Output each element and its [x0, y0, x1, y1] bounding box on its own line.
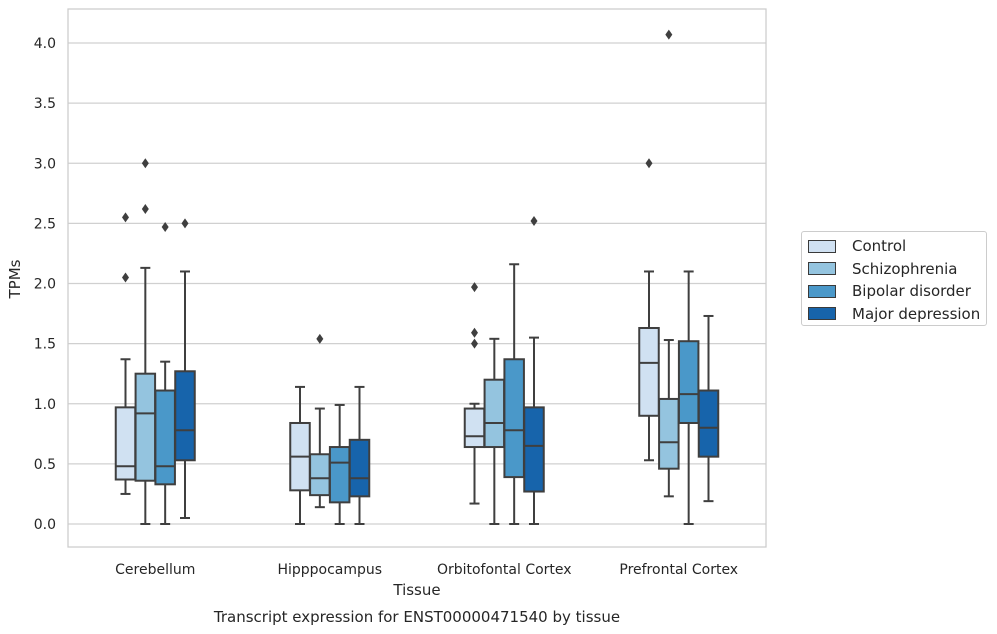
- chart-title: Transcript expression for ENST0000047154…: [213, 608, 620, 626]
- outlier-point: [530, 215, 538, 226]
- y-tick-label: 3.5: [34, 96, 56, 112]
- legend-swatch: [808, 262, 836, 276]
- legend-item: Control: [808, 235, 986, 258]
- y-tick-label: 0.0: [34, 517, 56, 533]
- outlier-point: [471, 327, 478, 338]
- y-axis-label: TPMs: [6, 259, 24, 299]
- x-axis-label: Tissue: [392, 581, 440, 599]
- legend-label: Control: [852, 237, 907, 256]
- legend-label: Major depression: [852, 304, 981, 323]
- box-iqr: [174, 370, 196, 462]
- box-iqr: [114, 406, 137, 481]
- box-bipolar-disorder: [328, 403, 351, 525]
- box-series: [114, 29, 720, 525]
- box-schizophrenia: [658, 29, 680, 498]
- box-schizophrenia: [483, 337, 506, 525]
- box-iqr: [348, 438, 371, 498]
- x-tick-label: Prefrontal Cortex: [619, 562, 738, 578]
- box-iqr: [523, 406, 545, 493]
- box-iqr: [638, 326, 660, 417]
- legend-label: Bipolar disorder: [852, 282, 971, 301]
- y-tick-label: 2.5: [34, 216, 56, 232]
- outlier-point: [471, 282, 478, 293]
- outlier-point: [141, 158, 149, 169]
- box-control: [114, 212, 137, 495]
- outlier-point: [122, 272, 129, 283]
- outlier-point: [141, 203, 149, 214]
- y-tick-label: 2.0: [34, 277, 56, 293]
- outlier-point: [122, 212, 129, 223]
- x-tick-label: Cerebellum: [115, 562, 195, 578]
- box-bipolar-disorder: [503, 263, 525, 525]
- x-tick-label: Hipppocampus: [277, 562, 382, 578]
- legend-swatch: [808, 307, 836, 321]
- box-iqr: [503, 358, 525, 479]
- box-control: [638, 158, 660, 462]
- box-iqr: [154, 389, 176, 486]
- box-iqr: [134, 372, 157, 482]
- y-tick-label: 4.0: [34, 36, 56, 52]
- x-tick-label: Orbitofontal Cortex: [437, 562, 572, 578]
- box-major-depression: [697, 314, 720, 503]
- legend-label: Schizophrenia: [852, 259, 958, 278]
- outlier-point: [161, 221, 169, 232]
- box-schizophrenia: [134, 158, 157, 525]
- y-tick-label: 1.0: [34, 397, 56, 413]
- outlier-point: [665, 29, 673, 40]
- box-iqr: [328, 446, 351, 504]
- outlier-point: [645, 158, 653, 169]
- y-tick-label: 3.0: [34, 156, 56, 172]
- legend: Control Schizophrenia Bipolar disorder Majo…: [801, 231, 987, 326]
- box-iqr: [677, 340, 700, 424]
- box-iqr: [697, 389, 720, 458]
- y-tick-label: 1.5: [34, 337, 56, 353]
- legend-swatch: [808, 239, 836, 253]
- legend-item: Schizophrenia: [808, 258, 986, 281]
- box-bipolar-disorder: [677, 270, 700, 525]
- y-tick-label: 0.5: [34, 457, 56, 473]
- x-tick-labels: Cerebellum Hipppocampus Orbitofontal Corte…: [115, 562, 738, 578]
- legend-swatch: [808, 284, 836, 298]
- box-control: [289, 385, 311, 525]
- box-iqr: [658, 397, 680, 470]
- legend-item: Bipolar disorder: [808, 280, 986, 303]
- box-iqr: [463, 407, 486, 449]
- box-iqr: [309, 453, 331, 497]
- box-schizophrenia: [309, 333, 331, 509]
- outlier-point: [316, 333, 324, 344]
- outlier-point: [471, 338, 478, 349]
- outlier-point: [181, 218, 189, 229]
- plot-frame: [67, 8, 767, 548]
- box-major-depression: [174, 218, 196, 519]
- box-major-depression: [348, 385, 371, 525]
- box-major-depression: [523, 215, 545, 525]
- legend-item: Major depression: [808, 303, 986, 326]
- y-tick-labels: 0.0 0.5 1.0 1.5 2.0 2.5 3.0 3.5 4.0: [34, 36, 56, 533]
- box-iqr: [483, 378, 506, 449]
